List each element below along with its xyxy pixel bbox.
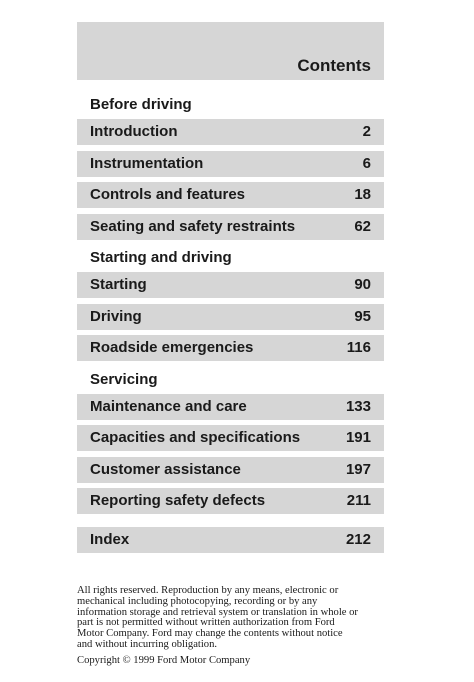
entry-title: Seating and safety restraints (90, 217, 296, 235)
entry-page: 197 (345, 460, 371, 478)
toc-entry: Introduction 2 (77, 119, 384, 145)
section-heading: Starting and driving (90, 249, 232, 266)
toc-entry: Controls and features 18 (77, 182, 384, 208)
toc-entry: Roadside emergencies 116 (77, 335, 384, 361)
entry-title: Starting (90, 276, 147, 293)
entry-page: 6 (362, 154, 371, 172)
toc: Before driving Introduction 2 Instrumentati… (77, 92, 384, 520)
entry-page: 133 (345, 397, 371, 415)
entry-page: 211 (346, 492, 371, 509)
notice-line: information storage and retrieval system… (77, 606, 358, 618)
toc-entry: Reporting safety defects 211 (77, 488, 384, 514)
entry-page: 191 (345, 429, 371, 446)
notice-line: All rights reserved. Reproduction by any… (77, 585, 339, 596)
entry-title: Index (90, 531, 130, 548)
entry-page: 116 (346, 339, 371, 356)
entry-title: Driving (90, 307, 142, 325)
toc-entry: Index 212 (77, 527, 384, 553)
entry-page: 18 (354, 186, 371, 203)
entry-page: 212 (345, 531, 371, 548)
toc-entry: Capacities and specifications 191 (77, 425, 384, 451)
entry-title: Instrumentation (90, 154, 204, 172)
section-heading: Before driving (90, 96, 192, 113)
entry-page: 90 (354, 276, 371, 293)
notice-line: part is not permitted without written au… (77, 617, 335, 629)
entry-title: Introduction (90, 123, 178, 140)
notice-line: mechanical including photocopying, recor… (77, 595, 318, 607)
entry-title: Controls and features (90, 186, 246, 203)
notice-line: Motor Company. Ford may change the conte… (77, 628, 343, 640)
toc-entry: Driving 95 (77, 303, 384, 330)
entry-title: Customer assistance (90, 460, 241, 478)
entry-page: 95 (354, 307, 371, 325)
section-heading: Servicing (90, 370, 158, 388)
entry-title: Roadside emergencies (90, 339, 254, 356)
title: Contents (297, 56, 371, 75)
footer: All rights reserved. Reproduction by any… (77, 585, 397, 667)
toc-entry: Instrumentation 6 (77, 150, 384, 177)
entry-title: Reporting safety defects (90, 492, 266, 509)
toc-entry: Starting 90 (77, 272, 384, 298)
entry-page: 62 (354, 217, 371, 235)
index: Index 212 (77, 527, 384, 559)
toc-entry: Maintenance and care 133 (77, 393, 384, 420)
header: Contents (77, 22, 384, 80)
toc-entry: Seating and safety restraints 62 (77, 213, 384, 240)
entry-title: Maintenance and care (90, 397, 247, 415)
toc-entry: Customer assistance 197 (77, 456, 384, 483)
entry-page: 2 (362, 123, 371, 140)
entry-title: Capacities and specifications (90, 429, 301, 446)
notice-line: and without incurring obligation. (77, 638, 218, 650)
copyright: Copyright © 1999 Ford Motor Company (77, 654, 251, 666)
